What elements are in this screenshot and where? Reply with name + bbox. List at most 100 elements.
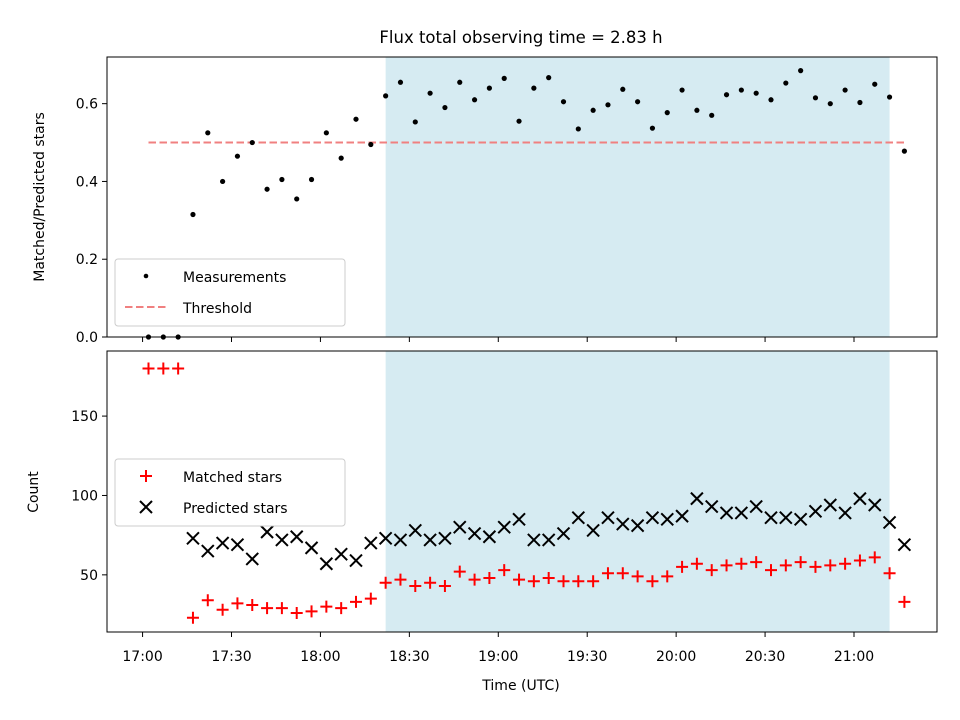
matched-star-point: [350, 595, 362, 608]
legend-threshold-label: Threshold: [182, 301, 252, 317]
matched-star-point: [676, 560, 689, 573]
predicted-star-point: [705, 499, 719, 514]
predicted-star-point: [556, 526, 571, 541]
measurement-point: [323, 130, 329, 136]
measurement-point: [723, 92, 730, 98]
predicted-star-point: [734, 506, 749, 520]
matched-star-point: [290, 606, 303, 619]
matched-star-point: [809, 560, 822, 573]
predicted-star-point: [186, 531, 200, 546]
matched-star-point: [261, 602, 274, 615]
bottom-legend-box: [114, 458, 346, 527]
predicted-star-point: [675, 509, 689, 523]
top-y-axis: 0.0 0.2 0.4 0.6: [76, 97, 107, 346]
predicted-star-point: [364, 536, 378, 550]
matched-star-point: [616, 567, 629, 580]
xtick-label-3: 18:30: [389, 649, 429, 665]
predicted-star-point: [571, 510, 586, 525]
matched-star-point: [631, 570, 644, 583]
matched-star-point: [587, 575, 600, 588]
matched-star-point: [557, 575, 570, 588]
predicted-star-point: [719, 506, 734, 520]
matched-star-point: [409, 579, 422, 592]
predicted-star-point: [408, 523, 422, 538]
matched-star-point: [201, 594, 214, 607]
top-plot-frame: [106, 56, 938, 338]
measurement-point: [901, 148, 907, 154]
predicted-stars-points: [186, 491, 912, 571]
measurement-point: [827, 101, 833, 107]
matched-star-point: [142, 362, 155, 375]
measurement-point: [234, 153, 241, 159]
matched-star-point: [898, 595, 911, 608]
measurement-point: [249, 139, 255, 146]
x-axis-label: Time (UTC): [481, 678, 559, 694]
xtick-label-2: 18:00: [300, 649, 340, 665]
legend-measurements-label: Measurements: [183, 270, 286, 286]
matched-star-point: [868, 551, 881, 564]
matched-star-point: [275, 602, 288, 615]
predicted-star-point: [779, 510, 793, 525]
measurement-point: [753, 90, 759, 96]
measurement-point: [605, 102, 611, 108]
measurement-point: [442, 104, 448, 111]
matched-star-point: [335, 602, 348, 615]
xtick-label-0: 17:00: [122, 649, 162, 665]
bottom-x-axis: 17:00 17:30 18:00 18:30 19:00 19:30 20:00 20:30…: [122, 632, 874, 665]
xtick-label-1: 17:30: [211, 649, 251, 665]
matched-star-point: [883, 567, 896, 580]
predicted-star-point: [764, 510, 778, 525]
measurement-point: [575, 126, 581, 132]
predicted-star-point: [319, 557, 334, 571]
measurement-point: [220, 178, 226, 185]
matched-star-point: [527, 575, 540, 588]
matched-star-point: [750, 556, 763, 569]
predicted-star-point: [586, 523, 600, 538]
measurement-point: [812, 95, 819, 101]
measurement-point: [635, 99, 641, 105]
predicted-star-point: [334, 547, 348, 561]
predicted-star-point: [304, 541, 319, 555]
matched-star-point: [483, 572, 496, 585]
matched-star-point: [498, 564, 511, 577]
predicted-star-point: [690, 491, 704, 506]
matched-star-point: [601, 567, 614, 580]
predicted-star-point: [230, 537, 245, 552]
matched-star-point: [765, 564, 777, 577]
matched-star-point: [572, 575, 585, 588]
measurement-point: [798, 68, 804, 74]
measurement-point: [383, 93, 389, 99]
measurement-point: [205, 130, 211, 136]
top-ytick-label-3: 0.6: [76, 97, 98, 113]
top-ytick-label-1: 0.2: [76, 252, 98, 268]
measurement-point: [842, 87, 848, 93]
predicted-star-point: [823, 498, 837, 512]
matched-star-point: [853, 554, 866, 567]
matched-star-point: [157, 362, 170, 375]
predicted-star-point: [349, 553, 363, 568]
matched-star-point: [690, 557, 703, 570]
matched-star-point: [438, 579, 451, 592]
measurement-point: [294, 196, 300, 202]
predicted-star-point: [482, 530, 497, 544]
matched-star-point: [824, 559, 837, 572]
bottom-shaded-span: [385, 351, 890, 632]
bottom-ytick-label-0: 50: [80, 568, 98, 584]
predicted-star-point: [868, 498, 882, 512]
matched-star-point: [661, 570, 674, 583]
predicted-star-point: [630, 518, 645, 533]
measurement-point: [308, 176, 315, 183]
top-panel: 0.0 0.2 0.4 0.6 Matched/Predicted stars Mea…: [32, 56, 938, 346]
xtick-label-8: 21:00: [834, 649, 874, 665]
predicted-star-point: [512, 512, 526, 526]
top-y-axis-label: Matched/Predicted stars: [32, 112, 48, 282]
measurement-point: [486, 85, 492, 91]
matched-star-point: [794, 556, 807, 569]
predicted-star-point: [793, 512, 808, 526]
predicted-star-point: [601, 510, 615, 525]
measurement-point: [457, 79, 463, 85]
measurement-point: [190, 211, 196, 218]
measurement-point: [590, 107, 596, 113]
matched-star-point: [186, 611, 199, 624]
legend-predicted-marker: [139, 500, 153, 514]
